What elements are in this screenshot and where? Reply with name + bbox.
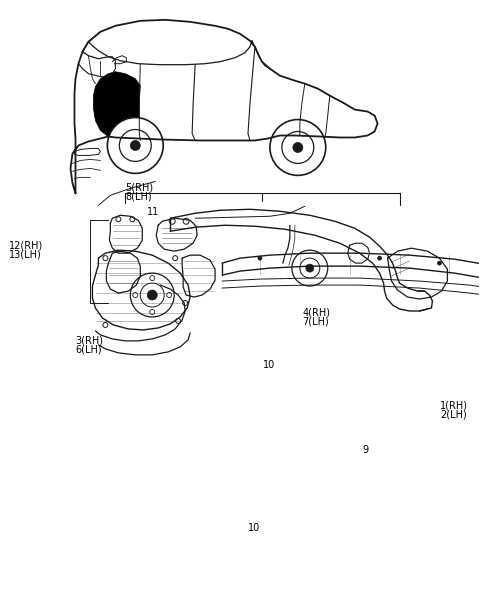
Circle shape: [300, 258, 320, 278]
Circle shape: [183, 300, 188, 305]
Circle shape: [108, 118, 163, 173]
Text: 3(RH): 3(RH): [75, 335, 103, 345]
Circle shape: [183, 218, 189, 224]
Text: 6(LH): 6(LH): [75, 345, 101, 354]
Text: 9: 9: [362, 445, 369, 455]
Circle shape: [270, 120, 326, 175]
Circle shape: [116, 217, 121, 222]
Text: 5(RH): 5(RH): [125, 182, 153, 192]
Text: 4(RH): 4(RH): [302, 308, 330, 318]
Circle shape: [306, 264, 314, 272]
Circle shape: [140, 283, 164, 307]
Circle shape: [130, 273, 174, 317]
Circle shape: [437, 261, 442, 265]
Circle shape: [103, 322, 108, 327]
Circle shape: [150, 310, 155, 314]
Circle shape: [282, 132, 314, 164]
Polygon shape: [94, 72, 140, 139]
Circle shape: [293, 142, 303, 153]
Circle shape: [258, 256, 262, 260]
Circle shape: [133, 292, 138, 297]
Text: 2(LH): 2(LH): [440, 409, 467, 420]
Circle shape: [169, 218, 175, 224]
Circle shape: [130, 217, 135, 222]
Circle shape: [176, 319, 180, 324]
Text: 10: 10: [248, 523, 261, 533]
Text: 8(LH): 8(LH): [125, 191, 152, 202]
Circle shape: [167, 292, 172, 297]
Circle shape: [147, 290, 157, 300]
Circle shape: [378, 256, 382, 260]
Circle shape: [130, 140, 140, 150]
Circle shape: [150, 276, 155, 281]
Circle shape: [103, 256, 108, 261]
Text: 1(RH): 1(RH): [440, 400, 468, 411]
Circle shape: [173, 256, 178, 261]
Text: 10: 10: [263, 360, 275, 370]
Text: 11: 11: [147, 207, 159, 217]
Text: 12(RH): 12(RH): [9, 240, 44, 250]
Circle shape: [292, 250, 328, 286]
Text: 13(LH): 13(LH): [9, 249, 42, 259]
Circle shape: [120, 129, 151, 161]
Text: 7(LH): 7(LH): [302, 317, 329, 327]
